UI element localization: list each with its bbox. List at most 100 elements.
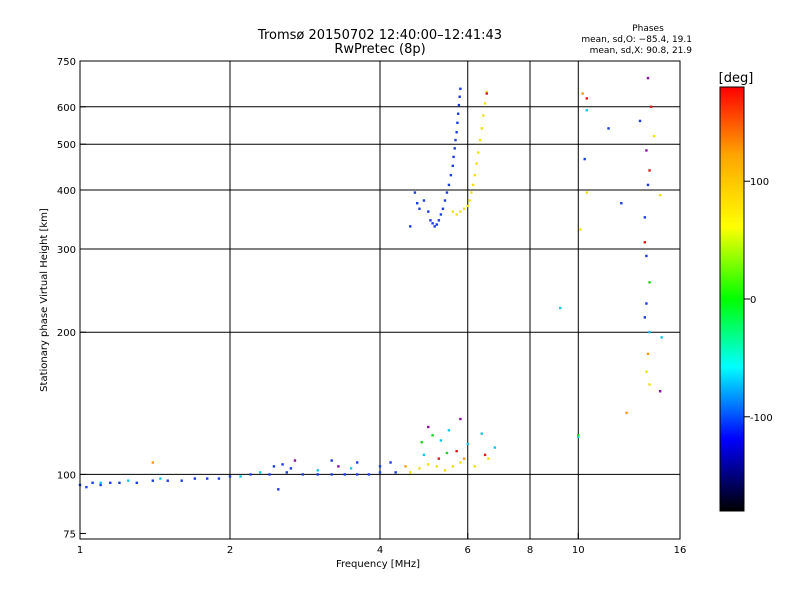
data-point <box>316 473 319 476</box>
data-point <box>447 429 451 432</box>
data-point <box>268 473 271 476</box>
data-point <box>443 469 447 472</box>
data-point <box>577 435 580 439</box>
data-point <box>493 446 497 449</box>
data-point <box>581 92 584 95</box>
data-point <box>451 210 455 213</box>
data-point <box>456 121 459 124</box>
data-point <box>458 95 461 98</box>
data-point <box>443 199 447 202</box>
colorbar-label: [deg] <box>719 71 754 86</box>
data-point <box>577 434 580 437</box>
data-point <box>473 465 477 468</box>
data-point <box>620 202 623 205</box>
data-point <box>462 207 466 210</box>
data-point <box>281 463 284 466</box>
data-point <box>648 331 651 334</box>
data-point <box>645 370 648 373</box>
data-point <box>293 459 297 462</box>
data-point <box>435 223 438 226</box>
phase-stats-o: mean, sd,O: −85.4, 19.1 <box>581 35 692 45</box>
points-layer <box>78 76 663 491</box>
y-tick-label: 500 <box>57 140 76 151</box>
colorbar-tick-label: 0 <box>750 295 756 306</box>
data-point <box>451 164 455 168</box>
data-point <box>289 467 293 470</box>
data-point <box>645 149 648 152</box>
data-point <box>649 105 653 108</box>
data-point <box>585 109 588 112</box>
x-axis-label: Frequency [MHz] <box>336 559 420 570</box>
data-point <box>427 425 430 429</box>
phase-stats-title: Phases <box>632 24 664 34</box>
data-point <box>418 467 421 470</box>
data-point <box>118 481 121 485</box>
data-point <box>91 481 94 485</box>
data-point <box>648 169 651 172</box>
data-point <box>459 87 462 90</box>
data-point <box>480 127 483 130</box>
data-point <box>646 352 650 356</box>
data-point <box>607 127 610 130</box>
data-point <box>457 103 461 107</box>
data-point <box>259 471 262 474</box>
y-tick-label: 600 <box>57 103 76 114</box>
data-point <box>646 76 650 80</box>
data-point <box>151 461 155 464</box>
data-point <box>455 213 458 216</box>
data-point <box>378 465 382 468</box>
data-point <box>439 213 443 216</box>
y-tick-label: 750 <box>57 57 76 68</box>
data-point <box>99 481 102 485</box>
chart-subtitle: RwPretec (8p) <box>334 42 425 57</box>
data-point <box>166 479 169 482</box>
data-point <box>453 147 456 150</box>
data-point <box>483 102 487 105</box>
data-point <box>559 306 562 310</box>
data-point <box>337 465 340 468</box>
data-point <box>431 222 434 225</box>
data-point <box>645 302 648 305</box>
data-point <box>462 457 466 460</box>
data-point <box>349 467 353 470</box>
data-point <box>180 479 183 482</box>
data-point <box>447 183 451 187</box>
data-point <box>127 479 130 482</box>
data-point <box>487 457 490 460</box>
data-point <box>151 479 155 482</box>
data-point <box>456 112 460 115</box>
data-point <box>579 228 582 231</box>
data-point <box>316 469 319 472</box>
ticks-layer: 1 2 4 6 8 10 16 75 100 200 300 400 500 600 750 <box>57 57 686 556</box>
data-point <box>367 473 371 476</box>
data-point <box>429 219 432 222</box>
data-point <box>643 216 647 219</box>
y-axis-label: Stationary phase Virtual Height [km] <box>39 208 50 392</box>
data-point <box>449 173 453 177</box>
data-point <box>301 473 305 476</box>
x-tick-label: 8 <box>527 545 533 556</box>
data-point <box>437 219 441 222</box>
data-point <box>437 457 441 460</box>
data-point <box>409 225 412 228</box>
y-tick-label: 75 <box>63 529 76 540</box>
data-point <box>404 465 407 468</box>
data-point <box>445 451 449 455</box>
data-point <box>454 138 457 142</box>
data-point <box>427 210 430 213</box>
data-point <box>658 193 662 197</box>
data-point <box>431 434 434 437</box>
x-tick-label: 16 <box>674 545 687 556</box>
data-point <box>355 473 359 476</box>
data-point <box>239 475 242 478</box>
data-point <box>482 114 485 117</box>
data-point <box>471 183 475 187</box>
data-point <box>646 183 650 187</box>
data-point <box>418 207 421 210</box>
data-point <box>643 241 647 244</box>
data-point <box>272 465 276 468</box>
data-point <box>451 465 455 468</box>
data-point <box>459 417 462 421</box>
data-point <box>277 488 280 491</box>
data-point <box>389 461 392 464</box>
